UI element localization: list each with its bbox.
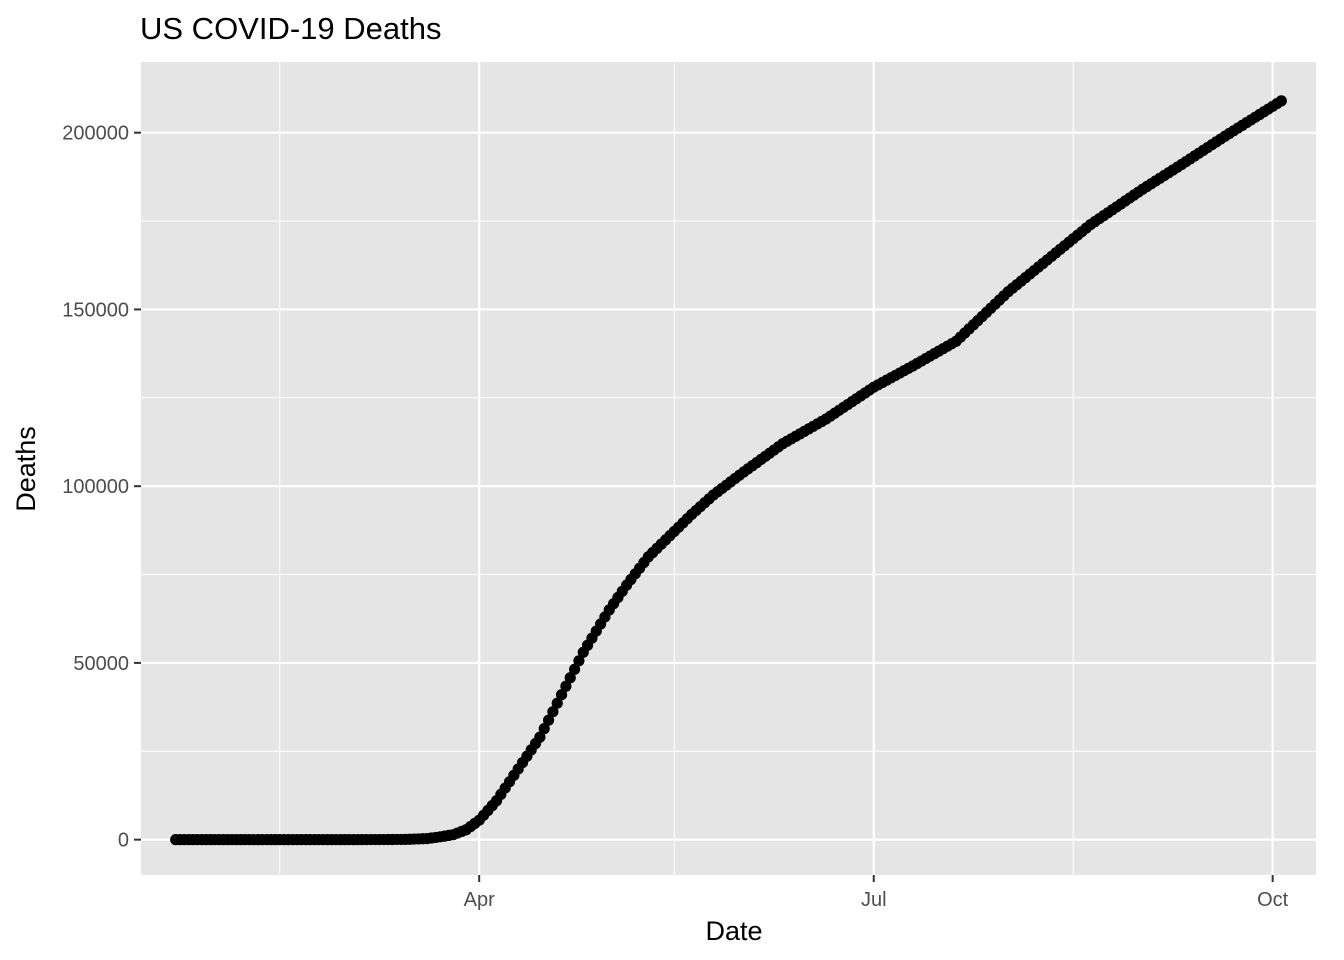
- data-point: [534, 731, 546, 743]
- x-tick-label: Apr: [464, 889, 495, 911]
- chart-title: US COVID-19 Deaths: [140, 11, 442, 46]
- x-tick-label: Jul: [861, 889, 887, 911]
- data-point: [542, 714, 555, 726]
- data-point: [555, 689, 568, 701]
- data-point: [564, 672, 576, 684]
- data-point: [538, 723, 550, 735]
- data-point: [547, 706, 559, 718]
- y-tick-label: 100000: [62, 476, 129, 498]
- y-axis-ticks: 0 50000 100000 150000 200000: [62, 123, 141, 852]
- data-point: [568, 663, 581, 675]
- minor-gridlines: [141, 62, 1316, 875]
- y-tick-label: 200000: [62, 123, 129, 145]
- data-point: [560, 680, 572, 692]
- data-point: [551, 697, 563, 709]
- major-gridlines: [141, 62, 1316, 875]
- y-axis-title: Deaths: [11, 426, 41, 512]
- x-tick-label: Oct: [1257, 889, 1289, 911]
- x-axis-ticks: Apr Jul Oct: [464, 875, 1289, 911]
- y-tick-label: 0: [118, 830, 129, 852]
- x-axis-title: Date: [705, 916, 762, 946]
- y-tick-label: 50000: [73, 653, 129, 675]
- y-tick-label: 150000: [62, 299, 129, 321]
- data-points: [170, 95, 1287, 846]
- plot-panel: [141, 62, 1316, 875]
- data-point: [573, 655, 585, 667]
- data-point: [1275, 95, 1287, 107]
